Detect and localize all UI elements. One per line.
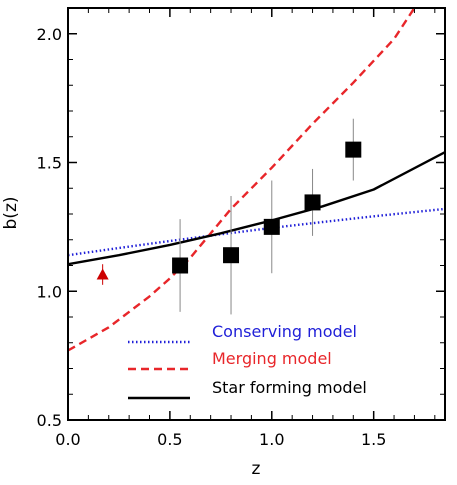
data-point-square bbox=[263, 218, 280, 235]
x-axis-title: z bbox=[252, 459, 261, 479]
data-point-square bbox=[223, 247, 240, 264]
legend-label-conserving-model: Conserving model bbox=[212, 322, 357, 341]
y-tick-label: 1.5 bbox=[37, 154, 62, 173]
curves-layer bbox=[68, 8, 445, 352]
data-point-square bbox=[345, 141, 362, 158]
data-point-square bbox=[172, 257, 189, 274]
series-line-merging-model bbox=[68, 8, 416, 352]
data-point-triangle bbox=[96, 268, 109, 280]
legend-label-merging-model: Merging model bbox=[212, 349, 332, 368]
y-axis-title: b(z) bbox=[1, 197, 21, 230]
legend: Conserving model Merging model Star formin… bbox=[128, 322, 367, 400]
y-axis: 0.5 1.0 1.5 2.0 bbox=[37, 25, 445, 430]
y-tick-label: 1.0 bbox=[37, 282, 62, 301]
x-axis: 0.0 0.5 1.0 1.5 bbox=[55, 8, 436, 449]
series-line-star-forming-model bbox=[68, 151, 445, 266]
y-tick-label: 0.5 bbox=[37, 411, 62, 430]
x-tick-label: 0.0 bbox=[55, 430, 80, 449]
x-tick-label: 1.5 bbox=[361, 430, 386, 449]
x-tick-label: 1.0 bbox=[259, 430, 284, 449]
data-point-square bbox=[304, 194, 321, 211]
legend-label-star-forming-model: Star forming model bbox=[212, 378, 367, 397]
points-layer bbox=[96, 118, 362, 315]
y-tick-label: 2.0 bbox=[37, 25, 62, 44]
x-tick-label: 0.5 bbox=[157, 430, 182, 449]
